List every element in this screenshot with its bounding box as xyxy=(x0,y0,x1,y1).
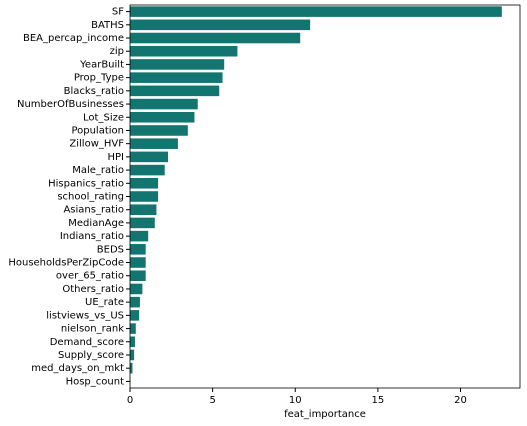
x-tick-label: 10 xyxy=(289,395,302,406)
y-tick-label: Blacks_ratio xyxy=(64,86,124,97)
bar xyxy=(130,204,157,215)
bar xyxy=(130,19,311,31)
y-tick-label: YearBuilt xyxy=(79,59,124,70)
x-axis-label: feat_importance xyxy=(284,409,366,420)
bar xyxy=(130,270,146,282)
y-tick-label: BATHS xyxy=(91,20,124,31)
y-tick-label: Population xyxy=(71,125,124,136)
x-tick-label: 15 xyxy=(372,395,385,406)
y-tick-label: HouseholdsPerZipCode xyxy=(8,258,124,269)
y-tick-label: Prop_Type xyxy=(74,73,124,84)
bar xyxy=(130,125,188,136)
bar xyxy=(130,362,133,374)
y-tick-label: MedianAge xyxy=(68,218,124,229)
y-tick-label: SF xyxy=(112,7,124,18)
y-tick-label: zip xyxy=(110,46,124,57)
y-tick-label: nielson_rank xyxy=(61,324,124,335)
bar xyxy=(130,111,195,123)
y-tick-label: Indians_ratio xyxy=(60,231,124,242)
y-tick-label: listviews_vs_US xyxy=(46,310,124,321)
y-tick-label: Hispanics_ratio xyxy=(48,178,124,189)
bar xyxy=(130,98,198,110)
plot-frame xyxy=(129,4,521,389)
y-tick-label: Hosp_count xyxy=(66,376,124,387)
y-tick-label: Zillow_HVF xyxy=(69,139,124,150)
bar xyxy=(130,32,301,44)
bar xyxy=(130,296,140,308)
bar xyxy=(130,310,140,321)
y-tick-label: Lot_Size xyxy=(83,112,124,123)
x-tick-label: 0 xyxy=(127,395,133,406)
bar xyxy=(130,45,238,57)
y-tick-label: BEDS xyxy=(97,244,124,255)
bar xyxy=(130,164,165,176)
bar xyxy=(130,178,159,189)
y-tick-label: Asians_ratio xyxy=(63,205,124,216)
y-tick-label: HPI xyxy=(108,152,125,163)
bar xyxy=(130,59,225,70)
y-tick-label: Demand_score xyxy=(50,337,124,348)
bar xyxy=(130,257,146,268)
x-tick-label: 5 xyxy=(209,395,215,406)
y-tick-label: over_65_ratio xyxy=(56,271,124,282)
bar xyxy=(130,151,169,163)
y-tick-label: Male_ratio xyxy=(72,165,124,176)
bar xyxy=(130,217,155,229)
y-tick-label: Others_ratio xyxy=(62,284,124,295)
bar xyxy=(130,138,178,149)
y-tick-label: NumberOfBusinesses xyxy=(17,99,124,110)
bar xyxy=(130,85,220,97)
y-tick-label: med_days_on_mkt xyxy=(31,363,124,374)
x-tick-label: 20 xyxy=(454,395,467,406)
y-tick-label: school_rating xyxy=(57,192,124,203)
bar xyxy=(130,336,135,348)
bar xyxy=(130,6,502,17)
bar xyxy=(130,349,135,361)
bar xyxy=(130,191,159,202)
bar xyxy=(130,283,143,295)
bar xyxy=(130,230,149,242)
bar xyxy=(130,72,223,83)
y-tick-label: BEA_percap_income xyxy=(23,33,124,44)
y-tick-label: Supply_score xyxy=(58,350,124,361)
bar xyxy=(130,323,136,334)
y-tick-label: UE_rate xyxy=(85,297,124,308)
bar xyxy=(130,244,146,255)
